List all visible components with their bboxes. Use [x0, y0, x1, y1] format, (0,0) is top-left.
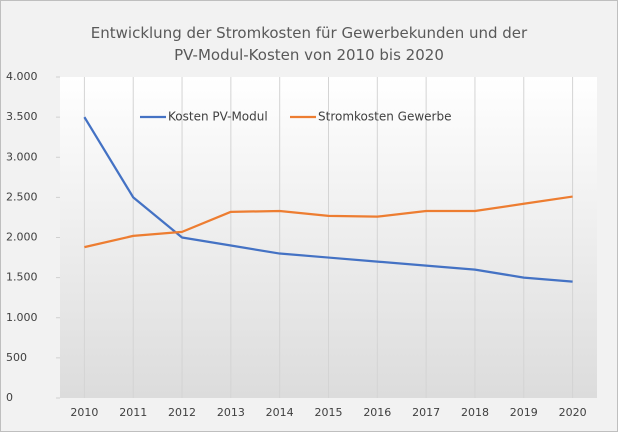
y-tick-label: 500 [6, 351, 27, 364]
legend-label: Kosten PV-Modul [168, 110, 268, 124]
y-tick-label: 2.500 [6, 190, 38, 203]
y-tick-label: 1.000 [6, 311, 38, 324]
y-tick-label: 0 [6, 391, 13, 404]
x-tick-label: 2010 [70, 406, 98, 419]
x-tick-label: 2014 [266, 406, 294, 419]
chart-title: Entwicklung der Stromkosten für Gewerbek… [90, 24, 528, 64]
y-tick-label: 3.500 [6, 110, 38, 123]
x-tick-label: 2015 [315, 406, 343, 419]
x-tick-label: 2018 [461, 406, 489, 419]
x-tick-label: 2013 [217, 406, 245, 419]
y-tick-label: 2.000 [6, 231, 38, 244]
x-tick-label: 2016 [363, 406, 391, 419]
x-tick-label: 2020 [559, 406, 587, 419]
y-tick-label: 1.500 [6, 271, 38, 284]
x-tick-label: 2012 [168, 406, 196, 419]
legend-label: Stromkosten Gewerbe [318, 110, 451, 124]
x-tick-label: 2011 [119, 406, 147, 419]
x-tick-label: 2017 [412, 406, 440, 419]
series-line [83, 116, 573, 283]
y-tick-label: 4.000 [6, 70, 38, 83]
x-tick-label: 2019 [510, 406, 538, 419]
y-tick-label: 3.000 [6, 150, 38, 163]
series-line [84, 195, 573, 249]
